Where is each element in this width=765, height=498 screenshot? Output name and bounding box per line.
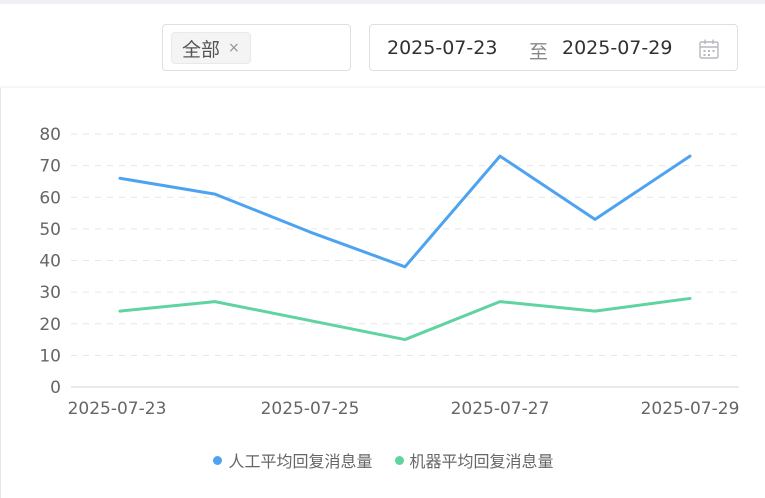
y-tick-label: 60 [39,188,61,208]
x-tick-label: 2025-07-29 [641,399,740,419]
calendar-icon[interactable] [698,38,720,60]
date-start-input[interactable]: 2025-07-23 [387,37,498,59]
series-line-2 [118,296,692,342]
tag-close-icon[interactable]: × [228,40,240,56]
category-select[interactable]: 全部 × [162,24,351,71]
date-end-input[interactable]: 2025-07-29 [562,37,673,59]
filter-bar: 全部 × 2025-07-23 至 2025-07-29 [0,0,765,86]
y-tick-label: 10 [39,346,61,366]
series-line-1 [118,154,692,269]
legend-label: 机器平均回复消息量 [409,452,554,471]
legend-item-series-1[interactable]: 人工平均回复消息量 [213,448,373,472]
y-tick-label: 70 [39,157,61,177]
legend-dot-icon [213,455,223,465]
date-separator: 至 [529,41,549,63]
y-tick-label: 50 [39,220,61,240]
y-tick-label: 20 [39,315,61,335]
tag-label: 全部 [182,38,221,61]
chart-legend: 人工平均回复消息量 机器平均回复消息量 [1,448,765,472]
x-tick-label: 2025-07-23 [68,399,167,419]
legend-item-series-2[interactable]: 机器平均回复消息量 [394,448,554,472]
y-tick-label: 0 [50,378,61,398]
date-range-picker[interactable]: 2025-07-23 至 2025-07-29 [369,24,738,71]
x-tick-label: 2025-07-25 [261,399,360,419]
selected-tag: 全部 × [171,32,251,64]
y-tick-label: 80 [39,125,61,145]
legend-dot-icon [394,455,404,465]
legend-label: 人工平均回复消息量 [228,452,373,471]
y-tick-label: 40 [39,252,61,272]
chart-panel: 0 10 20 30 40 50 60 70 80 2025-07-23 2025-07-25 202… [0,88,765,498]
x-tick-label: 2025-07-27 [451,399,550,419]
y-tick-label: 30 [39,283,61,303]
line-chart: 0 10 20 30 40 50 60 70 80 2025-07-23 2025-07-25 202… [39,125,740,419]
